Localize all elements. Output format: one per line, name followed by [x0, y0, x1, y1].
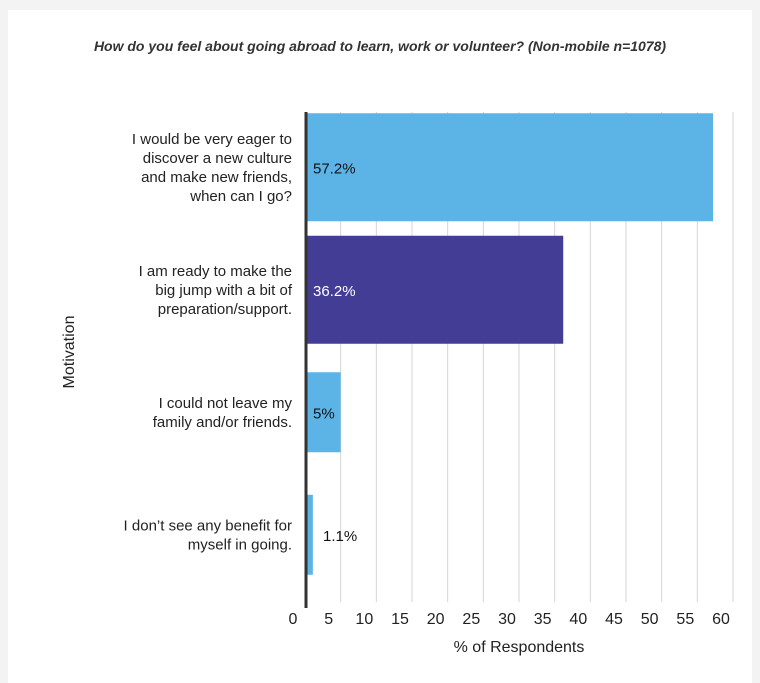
bar-value-label: 1.1%: [323, 528, 357, 545]
bars: 57.2% 36.2% 5% 1.1%: [307, 113, 714, 575]
chart-title: How do you feel about going abroad to le…: [93, 38, 667, 54]
x-tick-label: 5: [324, 611, 333, 628]
bar: [307, 372, 341, 453]
x-tick-label: 45: [605, 611, 623, 628]
x-tick-label: 30: [498, 611, 516, 628]
category-label: I don’t see any benefit for myself in goi…: [124, 517, 292, 553]
x-tick-label: 60: [712, 611, 730, 628]
x-tick-label: 40: [569, 611, 587, 628]
bar-value-label: 57.2%: [313, 160, 356, 177]
bar: [307, 235, 564, 344]
category-label: I am ready to make the big jump with a bi…: [139, 263, 293, 318]
x-tick-label: 55: [676, 611, 694, 628]
x-axis-title: % of Respondents: [454, 639, 585, 656]
category-label: I could not leave my family and/or friend…: [153, 395, 293, 431]
category-label: I would be very eager to discover a new c…: [132, 131, 292, 205]
x-tick-label: 0: [289, 611, 298, 628]
x-tick-label: 50: [641, 611, 659, 628]
x-tick-labels: 0 5 10 15 20 25 30 35 40 45 50 55 60: [289, 611, 730, 628]
x-tick-label: 20: [427, 611, 445, 628]
x-tick-label: 10: [355, 611, 373, 628]
x-tick-label: 15: [391, 611, 409, 628]
x-tick-label: 35: [534, 611, 552, 628]
bar-value-label: 36.2%: [313, 283, 356, 300]
bar: [307, 494, 313, 575]
y-axis-title: Motivation: [61, 316, 78, 389]
bar: [307, 113, 714, 222]
x-tick-label: 25: [462, 611, 480, 628]
bar-value-label: 5%: [313, 405, 335, 422]
y-category-labels: I would be very eager to discover a new c…: [124, 131, 293, 554]
